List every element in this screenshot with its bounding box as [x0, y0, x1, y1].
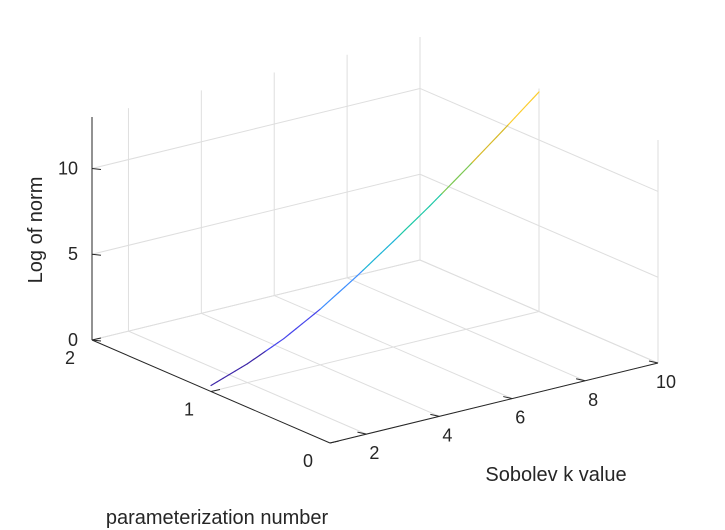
- x-axis-label: Sobolev k value: [485, 464, 626, 486]
- x-tick-label: 10: [656, 372, 676, 392]
- data-curve: [210, 91, 540, 387]
- axes: [91, 117, 659, 444]
- curve-segment: [271, 342, 279, 348]
- curve-segment: [429, 199, 437, 207]
- x-tick-label: 4: [442, 425, 452, 445]
- curve-segment: [441, 186, 449, 195]
- z-tick: [91, 167, 102, 170]
- x-tick: [503, 396, 513, 400]
- curve-segment: [489, 136, 498, 145]
- curve-segment: [210, 381, 218, 387]
- curve-segment: [520, 104, 528, 112]
- curve-segment: [459, 168, 467, 176]
- x-tick: [357, 431, 367, 435]
- curve-segment: [283, 333, 291, 340]
- curve-segment: [277, 337, 285, 344]
- curve-segment: [246, 358, 255, 365]
- y-tick-label: 1: [184, 400, 194, 420]
- curve-segment: [422, 205, 431, 213]
- curve-segment: [495, 130, 504, 138]
- z-tick-label: 5: [68, 244, 78, 264]
- curve-segment: [319, 302, 328, 310]
- grid-line: [91, 259, 421, 341]
- curve-segment: [514, 110, 522, 119]
- curve-segment: [362, 264, 370, 272]
- grid-line: [210, 311, 540, 392]
- curve-segment: [313, 308, 321, 315]
- curve-segment: [289, 328, 297, 335]
- x-tick-label: 8: [588, 390, 598, 410]
- curve-segment: [508, 117, 516, 125]
- curve-segment: [501, 123, 510, 132]
- curve-segment: [447, 180, 455, 189]
- grid-line: [91, 87, 421, 169]
- curve-segment: [344, 281, 352, 288]
- curve-segment: [465, 161, 473, 170]
- curve-segment: [526, 97, 534, 106]
- x-tick: [576, 378, 586, 382]
- curve-segment: [222, 374, 230, 379]
- curve-segment: [380, 246, 388, 254]
- curve-segment: [374, 252, 382, 260]
- curve-segment: [453, 174, 461, 182]
- grid-lines: [91, 37, 659, 444]
- curve-segment: [477, 149, 485, 157]
- curve-segment: [258, 350, 267, 356]
- curve-segment: [252, 354, 261, 361]
- curve-segment: [228, 370, 236, 376]
- y-tick-label: 2: [65, 348, 75, 368]
- curve-segment: [240, 363, 249, 368]
- curve-segment: [265, 346, 273, 352]
- curve-segment: [301, 318, 309, 325]
- y-tick: [210, 389, 221, 392]
- curve-segment: [386, 240, 394, 248]
- grid-line: [419, 173, 659, 278]
- y-tick: [329, 440, 340, 444]
- curve-segment: [368, 258, 376, 266]
- curve-segment: [337, 286, 346, 294]
- curve-segment: [404, 223, 413, 231]
- curve-segment: [350, 275, 358, 283]
- x-tick-label: 6: [515, 408, 525, 428]
- curve-segment: [216, 377, 224, 383]
- curve-segment: [295, 323, 303, 330]
- curve-segment: [234, 366, 242, 372]
- curve-segment: [331, 292, 340, 299]
- curve-segment: [416, 211, 425, 219]
- curve-segment: [471, 155, 479, 164]
- y-axis-label: parameterization number: [106, 507, 329, 529]
- x-tick: [648, 360, 659, 364]
- grid-line: [91, 173, 421, 255]
- curve-segment: [483, 142, 492, 151]
- y-tick-label: 0: [303, 451, 313, 471]
- curve-segment: [532, 91, 540, 100]
- curve-segment: [325, 297, 334, 305]
- z-tick-label: 0: [68, 330, 78, 350]
- x-tick-label: 2: [369, 443, 379, 463]
- z-tick-label: 10: [58, 158, 78, 178]
- curve-segment: [398, 229, 406, 237]
- x-axis-line: [329, 362, 659, 444]
- x-tick: [430, 413, 440, 417]
- curve-segment: [356, 269, 364, 277]
- grid-line: [419, 88, 659, 192]
- curve-segment: [307, 313, 315, 320]
- z-tick: [91, 253, 102, 256]
- curve-segment: [435, 193, 443, 201]
- curve-segment: [410, 217, 419, 225]
- curve-segment: [392, 235, 400, 243]
- z-tick: [91, 339, 102, 342]
- z-axis-label: Log of norm: [25, 177, 47, 284]
